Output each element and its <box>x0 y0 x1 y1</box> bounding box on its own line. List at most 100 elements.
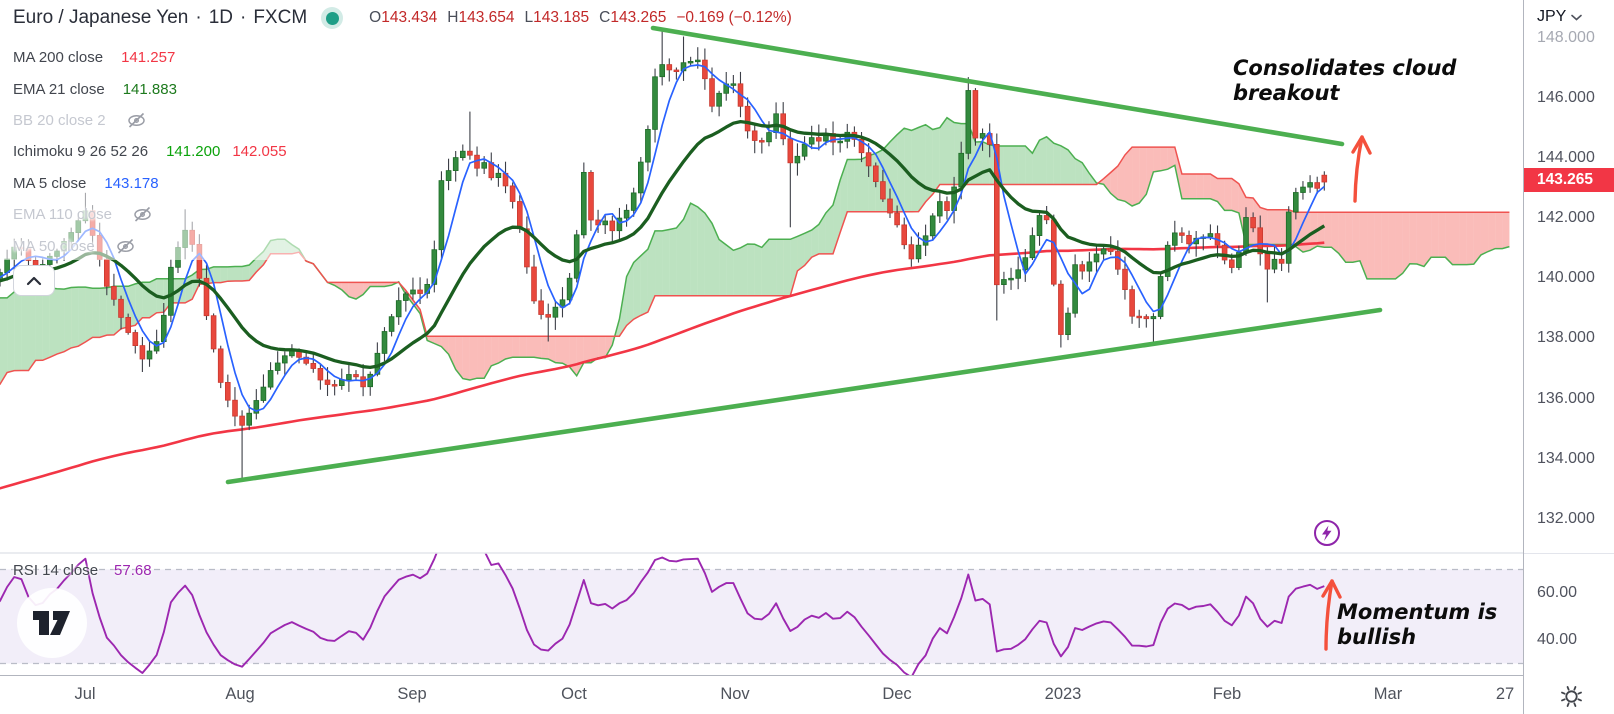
ichimoku-cloud-segment <box>541 336 549 360</box>
ichimoku-cloud-segment <box>1302 212 1311 253</box>
ichimoku-cloud-segment <box>712 223 720 296</box>
ichimoku-cloud-segment <box>669 227 677 296</box>
rsi-legend-row[interactable]: RSI 14 close 57.68 <box>13 562 164 579</box>
legend-row[interactable]: BB 20 close 2 <box>13 105 299 136</box>
ichimoku-cloud-segment <box>747 243 755 296</box>
interval-label[interactable]: 1D <box>208 7 233 28</box>
ichimoku-cloud-segment <box>455 336 463 379</box>
legend-row[interactable]: EMA 21 close 141.883 <box>13 73 299 104</box>
ichimoku-cloud-segment <box>1473 212 1481 265</box>
ichimoku-cloud-segment <box>441 336 449 355</box>
legend-indicator-name: EMA 21 close <box>13 80 105 98</box>
lightning-button[interactable] <box>1312 518 1342 548</box>
legend-indicator-name: EMA 110 close <box>13 206 112 224</box>
price-axis-label: 136.000 <box>1537 390 1595 407</box>
ohlc-key: H <box>447 9 459 26</box>
ichimoku-cloud-segment <box>655 230 663 296</box>
ichimoku-cloud-segment <box>498 336 506 364</box>
ichimoku-cloud-segment <box>341 282 349 297</box>
ichimoku-cloud-segment <box>1046 136 1054 185</box>
price-chart-canvas[interactable] <box>0 0 1523 675</box>
ichimoku-cloud-segment <box>427 336 435 344</box>
last-price-value: 143.265 <box>1537 171 1594 188</box>
ichimoku-cloud-segment <box>21 288 29 371</box>
price-axis-label: 134.000 <box>1537 450 1595 467</box>
ichimoku-cloud-segment <box>733 247 741 296</box>
ichimoku-cloud-segment <box>1466 212 1474 265</box>
ichimoku-cloud-segment <box>640 249 648 316</box>
legend-row[interactable]: Ichimoku 9 26 52 26 141.200 142.055 <box>13 136 299 167</box>
ichimoku-cloud-segment <box>1082 162 1090 185</box>
axis-settings-button[interactable] <box>1559 684 1584 709</box>
legend-collapse-button[interactable] <box>13 265 55 296</box>
lightning-bolt-icon <box>1322 525 1332 541</box>
exchange-label[interactable]: FXCM <box>253 7 308 28</box>
ichimoku-cloud-segment <box>1488 212 1496 252</box>
senkou-b-line <box>0 146 1510 386</box>
arrow-up-rsi[interactable] <box>1321 579 1342 651</box>
ichimoku-cloud-segment <box>783 239 791 296</box>
ichimoku-cloud-segment <box>1146 147 1154 195</box>
lower-trendline <box>225 307 1383 485</box>
ichimoku-cloud-segment <box>14 289 22 371</box>
ichimoku-cloud-segment <box>1174 147 1182 199</box>
currency-selector[interactable]: JPY <box>1537 8 1583 26</box>
legend-row[interactable]: EMA 110 close <box>13 199 299 230</box>
symbol-name[interactable]: Euro / Japanese Yen <box>13 7 189 28</box>
time-axis-label: Sep <box>397 685 427 703</box>
ichimoku-cloud-segment <box>526 336 534 358</box>
ichimoku-cloud-segment <box>697 206 705 296</box>
ichimoku-cloud-segment <box>0 297 8 385</box>
upper-trendline <box>650 25 1345 147</box>
ichimoku-cloud-segment <box>768 239 777 296</box>
ichimoku-cloud-segment <box>825 205 834 254</box>
ichimoku-cloud-segment <box>1139 147 1147 204</box>
legend-indicator-name: Ichimoku 9 26 52 26 <box>13 143 149 161</box>
ichimoku-cloud-segment <box>569 336 577 376</box>
ichimoku-cloud-segment <box>818 212 826 254</box>
ichimoku-cloud-segment <box>897 128 905 212</box>
visibility-off-icon[interactable] <box>126 112 147 129</box>
time-axis-label: Jul <box>74 685 96 703</box>
ohlc-key: C <box>599 9 611 26</box>
visibility-off-icon[interactable] <box>115 238 136 255</box>
tradingview-logo[interactable] <box>17 588 87 658</box>
arrow-up-price[interactable] <box>1351 135 1372 203</box>
ichimoku-cloud-segment <box>804 230 812 266</box>
time-axis[interactable]: Jul Aug Sep Oct Nov Dec 2023 Feb Mar 27 <box>0 675 1614 714</box>
ichimoku-cloud-segment <box>1210 173 1218 202</box>
ichimoku-cloud-segment <box>683 203 691 296</box>
legend-row[interactable]: MA 5 close 143.178 <box>13 168 299 199</box>
ichimoku-cloud-segment <box>1424 212 1432 267</box>
ichimoku-cloud-segment <box>633 255 641 320</box>
ichimoku-cloud-segment <box>918 124 926 212</box>
ichimoku-cloud-segment <box>740 243 748 296</box>
ichimoku-cloud-segment <box>811 224 819 258</box>
ichimoku-cloud-segment <box>1075 158 1083 185</box>
ichimoku-cloud-segment <box>754 244 762 296</box>
ichimoku-cloud-segment <box>590 336 599 363</box>
annotation-cloud-breakout[interactable]: Consolidates cloud breakout <box>1233 56 1457 105</box>
change-value: −0.169 (−0.12%) <box>676 9 792 26</box>
annotation-momentum-bullish[interactable]: Momentum is bullish <box>1337 600 1498 649</box>
ichimoku-cloud-segment <box>1274 209 1282 245</box>
legend-indicator-name: MA 5 close <box>13 174 87 192</box>
ichimoku-cloud-segment <box>220 266 228 283</box>
ichimoku-cloud-segment <box>982 141 990 185</box>
legend-row[interactable]: MA 200 close 141.257 <box>13 42 299 73</box>
price-axis-label: 138.000 <box>1537 329 1595 346</box>
ichimoku-cloud-segment <box>1480 212 1489 255</box>
ichimoku-cloud-segment <box>1053 143 1061 185</box>
ichimoku-cloud-segment <box>519 336 527 358</box>
ichimoku-cloud-segment <box>840 159 848 233</box>
ichimoku-cloud-segment <box>56 288 65 355</box>
price-axis[interactable]: JPY 143.265 148.000 146.000 144.000 142.000… <box>1523 0 1614 714</box>
ichimoku-cloud-segment <box>1395 212 1403 279</box>
price-axis-label: 140.000 <box>1537 269 1595 286</box>
visibility-off-icon[interactable] <box>132 206 153 223</box>
legend-indicator-value: 141.200 <box>166 143 221 161</box>
ichimoku-cloud-segment <box>1352 212 1360 263</box>
ichimoku-cloud-segment <box>448 336 456 370</box>
legend-row[interactable]: MA 50 close <box>13 230 299 261</box>
ichimoku-cloud-segment <box>149 278 157 318</box>
